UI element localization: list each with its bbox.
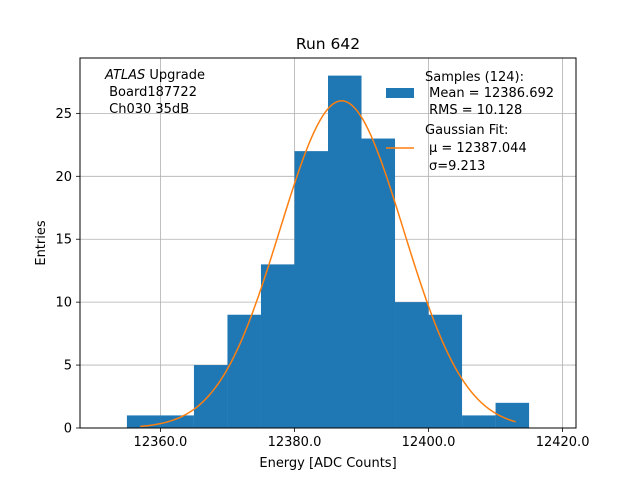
legend-samples-mean: Mean = 12386.692 <box>425 86 554 101</box>
histogram-bar <box>462 415 496 428</box>
chart-title: Run 642 <box>296 35 360 53</box>
annotation-channel: Ch030 35dB <box>105 102 189 117</box>
y-tick-label: 15 <box>55 233 72 248</box>
histogram-bar <box>495 402 530 428</box>
x-tick-label: 12380.0 <box>268 435 322 450</box>
y-tick-label: 25 <box>55 107 72 122</box>
gaussian-fit <box>140 100 516 428</box>
histogram-bar <box>227 314 261 428</box>
y-tick-label: 0 <box>64 422 72 437</box>
legend-samples-swatch <box>386 88 414 98</box>
axis-ticks: 12360.0 12380.0 12400.0 12420.0 0 5 10 15 20 25 <box>55 107 589 450</box>
histogram-bar <box>328 75 362 428</box>
histogram-bar <box>160 415 194 428</box>
histogram-bar <box>428 314 463 428</box>
histogram-bar <box>361 138 396 428</box>
annotation-board: Board187722 <box>105 85 197 100</box>
x-axis-label: Energy [ADC Counts] <box>259 456 396 471</box>
legend-samples-rms: RMS = 10.128 <box>425 103 522 118</box>
legend-fit-mu: μ = 12387.044 <box>429 141 527 156</box>
histogram-bar <box>395 302 429 428</box>
legend-fit-sigma: σ=9.213 <box>429 159 485 174</box>
y-axis-label: Entries <box>34 220 49 266</box>
histogram-bar <box>294 151 328 428</box>
histogram-bar <box>193 365 228 428</box>
atlas-annotation: ATLAS Upgrade Board187722 Ch030 35dB <box>104 68 205 117</box>
legend-samples-line-1: Samples (124): <box>425 70 524 85</box>
legend-fit-line-1: Gaussian Fit: <box>425 123 508 138</box>
plot-frame <box>79 57 577 429</box>
x-tick-label: 12400.0 <box>402 435 456 450</box>
y-tick-label: 10 <box>55 296 72 311</box>
fit-curve <box>140 100 516 428</box>
annotation-atlas: ATLAS <box>104 68 145 83</box>
x-tick-label: 12360.0 <box>134 435 188 450</box>
y-tick-label: 5 <box>64 359 72 374</box>
y-tick-label: 20 <box>55 170 72 185</box>
legend: Samples (124): Mean = 12386.692 RMS = 10… <box>386 70 554 174</box>
annotation-upgrade: Upgrade <box>145 68 205 83</box>
annotation-line-1: ATLAS Upgrade <box>104 68 205 83</box>
histogram-bar <box>260 264 295 428</box>
x-tick-label: 12420.0 <box>536 435 590 450</box>
